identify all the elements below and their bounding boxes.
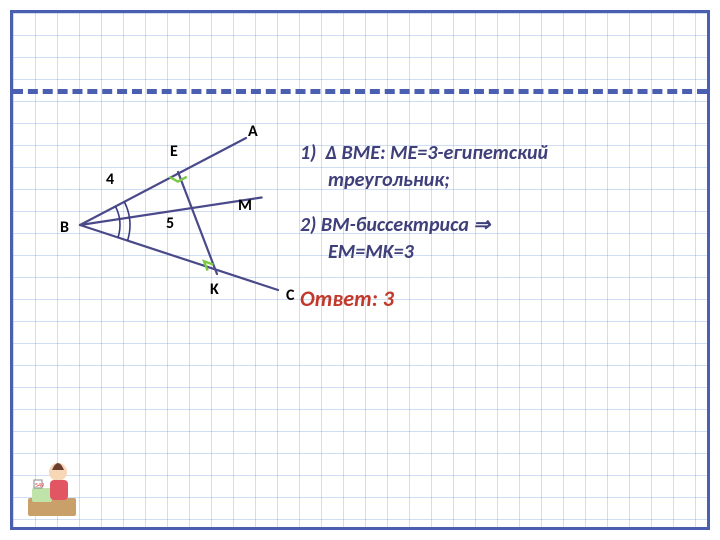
length-label-bm: 5 bbox=[166, 214, 174, 233]
point-label-b: B bbox=[60, 218, 69, 237]
svg-text:549: 549 bbox=[35, 481, 44, 489]
step1-body: BME: ME=3-египетский bbox=[342, 141, 549, 165]
step2-line1: BM-биссектриса ⇒ bbox=[321, 213, 490, 237]
point-label-m: M bbox=[238, 196, 252, 215]
point-label-k: K bbox=[210, 280, 219, 299]
point-label-c: C bbox=[286, 286, 294, 305]
solution-text: 1) Δ BME: ME=3-египетский треугольник; 2… bbox=[300, 140, 690, 314]
corner-illustration: 549 bbox=[22, 450, 82, 520]
step1-prefix: 1) bbox=[300, 141, 316, 165]
delta-symbol: Δ bbox=[325, 141, 337, 165]
answer-text: Ответ: 3 bbox=[300, 284, 690, 314]
dashed-separator bbox=[13, 89, 707, 94]
step1-line2: треугольник; bbox=[300, 168, 450, 192]
step2-line2: EM=MK=3 bbox=[300, 240, 414, 264]
step2-prefix: 2) bbox=[300, 213, 316, 237]
point-label-e: E bbox=[170, 142, 178, 161]
length-label-be: 4 bbox=[106, 170, 114, 189]
point-label-a: A bbox=[248, 122, 258, 141]
